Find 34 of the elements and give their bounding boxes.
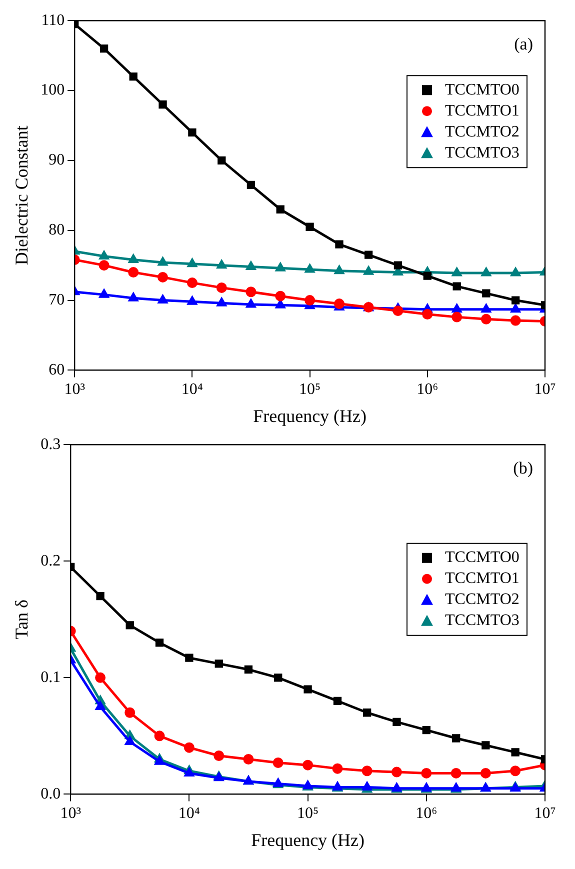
y-axis-title: Dielectric Constant bbox=[12, 126, 32, 266]
y-tick-label: 100 bbox=[40, 82, 65, 99]
x-tick-label: 10⁴ bbox=[181, 381, 204, 398]
legend-label: TCCMTO2 bbox=[445, 123, 520, 140]
x-tick-label: 10⁵ bbox=[299, 381, 321, 398]
annotation: (a) bbox=[514, 34, 533, 54]
x-tick-label: 10⁵ bbox=[297, 805, 319, 822]
y-tick-label: 110 bbox=[41, 12, 65, 29]
y-tick-label: 0.2 bbox=[40, 552, 61, 570]
y-tick-label: 0.1 bbox=[40, 668, 61, 686]
y-tick-label: 0.3 bbox=[40, 436, 61, 453]
x-tick-label: 10³ bbox=[60, 805, 82, 822]
x-tick-label: 10⁷ bbox=[534, 805, 556, 822]
y-tick-label: 90 bbox=[48, 152, 65, 169]
x-tick-label: 10⁷ bbox=[534, 381, 556, 398]
legend-label: TCCMTO2 bbox=[445, 591, 520, 608]
legend-label: TCCMTO3 bbox=[445, 144, 520, 162]
legend-label: TCCMTO3 bbox=[445, 612, 520, 630]
y-tick-label: 60 bbox=[48, 361, 65, 378]
legend-label: TCCMTO0 bbox=[445, 81, 520, 98]
x-tick-label: 10⁶ bbox=[416, 805, 438, 822]
x-tick-label: 10⁴ bbox=[178, 805, 200, 822]
y-tick-label: 70 bbox=[48, 291, 65, 308]
x-tick-label: 10⁶ bbox=[416, 381, 438, 398]
legend-label: TCCMTO1 bbox=[445, 570, 520, 588]
x-axis-title: Frequency (Hz) bbox=[253, 406, 367, 426]
x-axis-title: Frequency (Hz) bbox=[251, 830, 365, 850]
x-tick-label: 10³ bbox=[64, 381, 86, 398]
y-tick-label: 0.0 bbox=[40, 785, 61, 802]
y-tick-label: 80 bbox=[48, 222, 65, 239]
legend-label: TCCMTO1 bbox=[445, 102, 520, 120]
annotation: (b) bbox=[513, 458, 533, 478]
y-axis-title: Tan δ bbox=[12, 600, 32, 640]
legend-label: TCCMTO0 bbox=[445, 549, 520, 566]
